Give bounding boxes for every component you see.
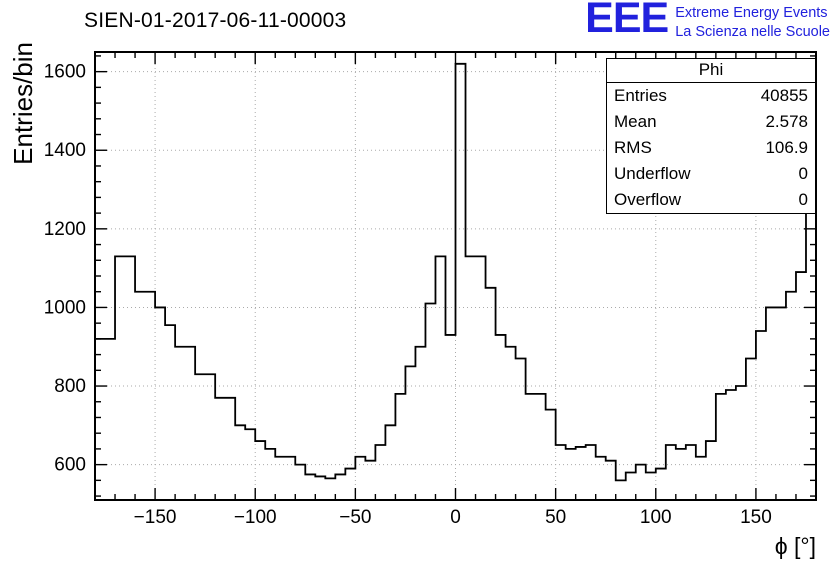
x-tick-label: −50 bbox=[339, 507, 371, 528]
stats-label: Underflow bbox=[614, 163, 691, 183]
stats-value: 40855 bbox=[760, 86, 808, 105]
x-tick-label: −150 bbox=[134, 507, 177, 528]
eee-logo-line2: La Scienza nelle Scuole bbox=[675, 23, 830, 40]
stats-row-mean: Mean 2.578 bbox=[607, 109, 815, 135]
eee-logo-acronym: EEE bbox=[585, 0, 669, 42]
stats-row-overflow: Overflow 0 bbox=[607, 187, 815, 213]
y-tick-label: 1200 bbox=[44, 219, 86, 240]
stats-label: RMS bbox=[614, 137, 652, 157]
stats-row-underflow: Underflow 0 bbox=[607, 161, 815, 187]
stats-row-entries: Entries 40855 bbox=[607, 83, 815, 109]
stats-box: Phi Entries 40855 Mean 2.578 RMS 106.9 U… bbox=[606, 58, 816, 214]
y-tick-label: 1000 bbox=[44, 297, 86, 318]
x-tick-label: −100 bbox=[234, 507, 277, 528]
y-tick-label: 1400 bbox=[44, 140, 86, 161]
eee-logo-line1: Extreme Energy Events bbox=[675, 5, 828, 21]
stats-value: 106.9 bbox=[765, 137, 808, 157]
x-tick-label: 100 bbox=[640, 507, 672, 528]
stats-row-rms: RMS 106.9 bbox=[607, 135, 815, 161]
x-tick-label: 150 bbox=[740, 507, 772, 528]
stats-value: 0 bbox=[798, 189, 808, 209]
y-tick-label: 800 bbox=[54, 376, 86, 397]
y-tick-label: 1600 bbox=[44, 62, 86, 83]
x-tick-label: 0 bbox=[450, 507, 461, 528]
eee-logo-text: Extreme Energy Events La Scienza nelle S… bbox=[675, 1, 830, 42]
stats-value: 2.578 bbox=[765, 111, 808, 131]
eee-logo: EEE Extreme Energy Events La Scienza nel… bbox=[585, 0, 830, 42]
stats-box-title: Phi bbox=[607, 59, 815, 83]
histogram-line bbox=[95, 62, 816, 482]
stats-label: Mean bbox=[614, 111, 657, 131]
y-tick-label: 600 bbox=[54, 455, 86, 476]
stats-label: Entries bbox=[614, 86, 667, 105]
stats-value: 0 bbox=[798, 163, 808, 183]
plot-title: SIEN-01-2017-06-11-00003 bbox=[84, 9, 347, 32]
x-axis-title: ϕ [°] bbox=[774, 533, 816, 559]
stats-label: Overflow bbox=[614, 189, 682, 209]
x-tick-label: 50 bbox=[545, 507, 566, 528]
